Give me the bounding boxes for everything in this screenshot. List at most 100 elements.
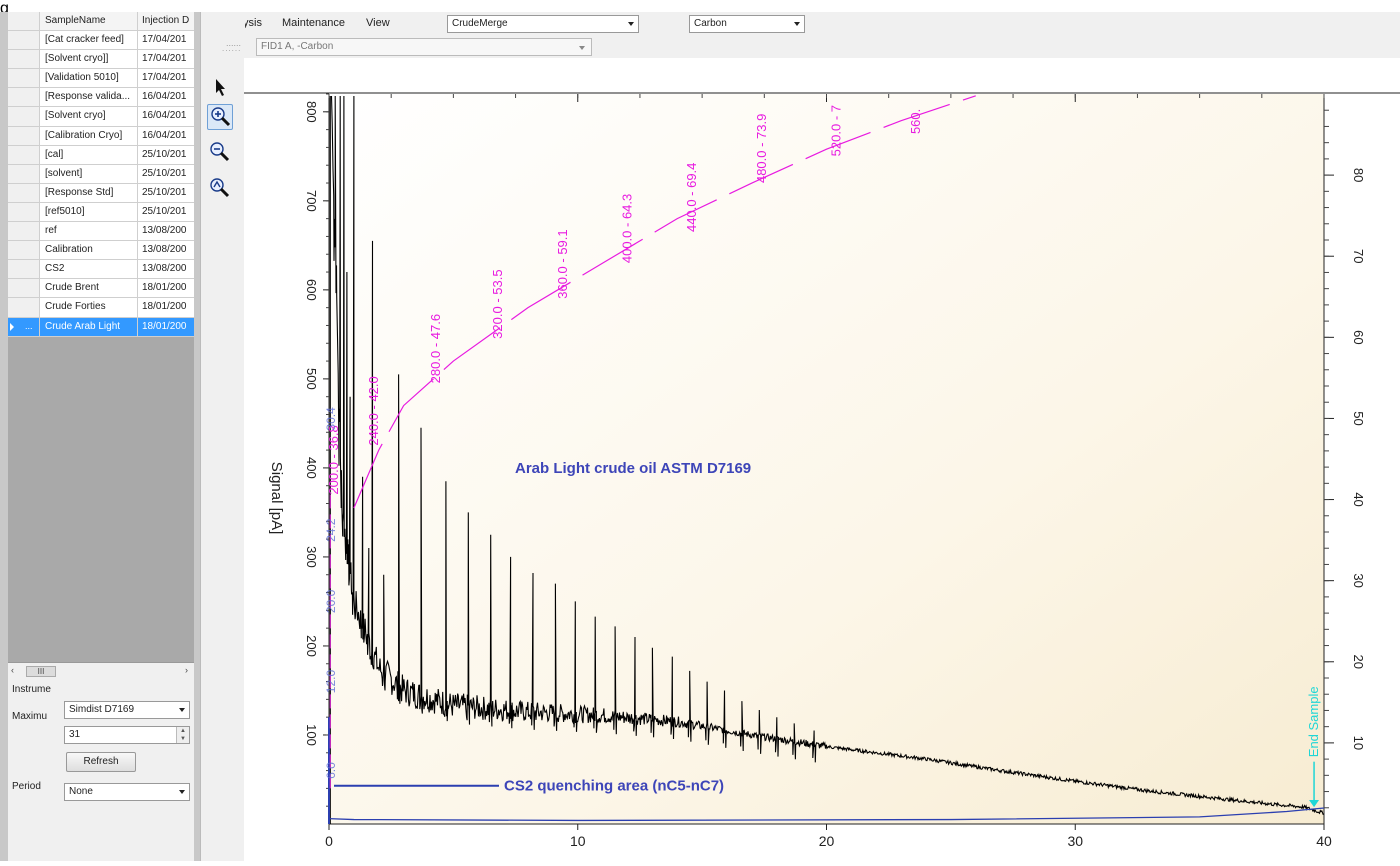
column-header-injection-date[interactable]: Injection D bbox=[138, 12, 194, 31]
horizontal-scrollbar[interactable]: ‹ III › bbox=[8, 662, 194, 679]
table-row[interactable]: [Solvent cryo] 16/04/201 bbox=[8, 107, 194, 127]
refresh-button[interactable]: Refresh bbox=[66, 752, 136, 772]
column-header-samplename[interactable]: SampleName bbox=[40, 12, 138, 31]
table-row[interactable]: [Validation 5010] 17/04/201 bbox=[8, 69, 194, 89]
cell-sample-name[interactable]: Crude Forties bbox=[40, 298, 138, 317]
cell-injection-date[interactable]: 13/08/200 bbox=[142, 263, 187, 275]
cell-sample-name[interactable]: Crude Arab Light bbox=[40, 317, 138, 336]
row-header[interactable] bbox=[8, 222, 40, 241]
row-header[interactable] bbox=[8, 183, 40, 202]
cell-injection-date[interactable]: 13/08/200 bbox=[142, 244, 187, 256]
cell-sample-name[interactable]: Crude Brent bbox=[40, 279, 138, 298]
table-row[interactable]: [Cat cracker feed] 17/04/201 bbox=[8, 31, 194, 51]
row-header[interactable] bbox=[8, 69, 40, 88]
instrument-label: Instrume bbox=[12, 684, 51, 695]
cell-injection-date[interactable]: 25/10/201 bbox=[142, 186, 187, 198]
menu-maintenance[interactable]: Maintenance bbox=[282, 17, 345, 29]
cell-injection-date[interactable]: 18/01/200 bbox=[142, 301, 187, 313]
y-tick-label: 100 bbox=[304, 724, 319, 746]
y2-tick-label: 20 bbox=[1351, 655, 1366, 669]
row-header[interactable] bbox=[8, 202, 40, 222]
signal-select[interactable]: FID1 A, -Carbon bbox=[256, 38, 592, 56]
table-row[interactable]: Crude Brent 18/01/200 bbox=[8, 279, 194, 299]
table-row[interactable]: Calibration 13/08/200 bbox=[8, 241, 194, 261]
chart-area[interactable]: 0 10 20 30 40 100 200 300 400 500 600 700 800 10 20 30 4… bbox=[244, 58, 1400, 861]
cell-sample-name[interactable]: [solvent] bbox=[40, 164, 138, 183]
y-tick-label: 800 bbox=[304, 101, 319, 123]
chevron-down-icon bbox=[179, 790, 185, 794]
cell-injection-date[interactable]: 17/04/201 bbox=[142, 34, 187, 46]
cell-sample-name[interactable]: [Cat cracker feed] bbox=[40, 31, 138, 50]
cell-sample-name[interactable]: [Response valida... bbox=[40, 88, 138, 107]
table-row[interactable]: [cal] 25/10/201 bbox=[8, 145, 194, 165]
row-header[interactable] bbox=[8, 145, 40, 164]
crude-merge-select[interactable]: CrudeMerge bbox=[447, 15, 639, 33]
cell-sample-name[interactable]: Calibration bbox=[40, 241, 138, 260]
table-row[interactable]: [Calibration Cryo] 16/04/201 bbox=[8, 126, 194, 146]
cell-injection-date[interactable]: 25/10/201 bbox=[142, 205, 187, 217]
table-row[interactable]: [solvent] 25/10/201 bbox=[8, 164, 194, 184]
row-header[interactable] bbox=[8, 50, 40, 69]
row-header[interactable] bbox=[8, 164, 40, 183]
cell-sample-name[interactable]: CS2 bbox=[40, 260, 138, 279]
chromatogram-chart[interactable]: 0 10 20 30 40 100 200 300 400 500 600 700 800 10 20 30 4… bbox=[244, 58, 1400, 861]
table-row[interactable]: [Response valida... 16/04/201 bbox=[8, 88, 194, 108]
cell-sample-name[interactable]: [Solvent cryo]] bbox=[40, 50, 138, 69]
cell-injection-date[interactable]: 16/04/201 bbox=[142, 110, 187, 122]
cell-injection-date[interactable]: 18/01/200 bbox=[142, 320, 187, 332]
cell-sample-name[interactable]: [Calibration Cryo] bbox=[40, 126, 138, 145]
zoom-in-tool[interactable] bbox=[207, 104, 233, 130]
row-header[interactable] bbox=[8, 107, 40, 126]
cell-sample-name[interactable]: [Validation 5010] bbox=[40, 69, 138, 88]
table-row[interactable]: [ref5010] 25/10/201 bbox=[8, 202, 194, 223]
menu-bar: Analysis Maintenance View CrudeMerge Car… bbox=[200, 12, 1400, 36]
cell-sample-name[interactable]: [Response Std] bbox=[40, 183, 138, 202]
row-header[interactable] bbox=[8, 31, 40, 50]
table-row[interactable]: [Response Std] 25/10/201 bbox=[8, 183, 194, 203]
cell-sample-name[interactable]: ref bbox=[40, 222, 138, 241]
filter-controls: Instrume Simdist D7169 Maximu 31 ▲ ▼ Refr… bbox=[8, 679, 194, 861]
period-select[interactable]: None bbox=[64, 783, 190, 801]
scroll-thumb[interactable]: III bbox=[26, 666, 56, 677]
row-header[interactable] bbox=[8, 88, 40, 107]
cell-injection-date[interactable]: 25/10/201 bbox=[142, 167, 187, 179]
instrument-select[interactable]: Simdist D7169 bbox=[64, 701, 190, 719]
table-row[interactable]: ref 13/08/200 bbox=[8, 222, 194, 242]
row-header[interactable] bbox=[8, 298, 40, 317]
maximum-stepper[interactable]: 31 ▲ ▼ bbox=[64, 726, 190, 744]
row-marker: ... bbox=[25, 320, 33, 331]
row-header[interactable] bbox=[8, 126, 40, 145]
zoom-reset-tool[interactable] bbox=[207, 176, 233, 202]
cell-injection-date[interactable]: 16/04/201 bbox=[142, 91, 187, 103]
table-row[interactable]: ... Crude Arab Light 18/01/200 bbox=[8, 317, 194, 337]
row-header[interactable] bbox=[8, 260, 40, 279]
row-header[interactable]: ... bbox=[8, 317, 40, 336]
row-header[interactable] bbox=[8, 241, 40, 260]
table-row[interactable]: Crude Forties 18/01/200 bbox=[8, 298, 194, 318]
cell-injection-date[interactable]: 17/04/201 bbox=[142, 53, 187, 65]
zoom-out-tool[interactable] bbox=[207, 140, 233, 166]
boiling-point-label: 280.0 - 47.6 bbox=[428, 314, 443, 383]
cell-injection-date[interactable]: 13/08/200 bbox=[142, 225, 187, 237]
y-tick-label: 300 bbox=[304, 546, 319, 568]
stepper-arrows-icon[interactable]: ▲ ▼ bbox=[176, 727, 189, 743]
cell-sample-name[interactable]: [ref5010] bbox=[40, 202, 138, 222]
scroll-right-icon[interactable]: › bbox=[185, 665, 188, 675]
menu-view[interactable]: View bbox=[366, 17, 390, 29]
carbon-select[interactable]: Carbon bbox=[689, 15, 805, 33]
pointer-tool[interactable] bbox=[207, 74, 233, 100]
chart-title-annotation: Arab Light crude oil ASTM D7169 bbox=[515, 460, 751, 477]
table-row[interactable]: [Solvent cryo]] 17/04/201 bbox=[8, 50, 194, 70]
grid-header: SampleName Injection D bbox=[8, 12, 194, 32]
end-sample-arrow-icon bbox=[1309, 799, 1320, 808]
cell-injection-date[interactable]: 25/10/201 bbox=[142, 148, 187, 160]
cell-sample-name[interactable]: [cal] bbox=[40, 145, 138, 164]
table-row[interactable]: CS2 13/08/200 bbox=[8, 260, 194, 280]
cell-injection-date[interactable]: 16/04/201 bbox=[142, 129, 187, 141]
cell-sample-name[interactable]: [Solvent cryo] bbox=[40, 107, 138, 126]
cell-injection-date[interactable]: 17/04/201 bbox=[142, 72, 187, 84]
scroll-left-icon[interactable]: ‹ bbox=[11, 665, 14, 675]
row-header[interactable] bbox=[8, 279, 40, 298]
cell-injection-date[interactable]: 18/01/200 bbox=[142, 282, 187, 294]
x-tick-label: 30 bbox=[1067, 833, 1083, 849]
